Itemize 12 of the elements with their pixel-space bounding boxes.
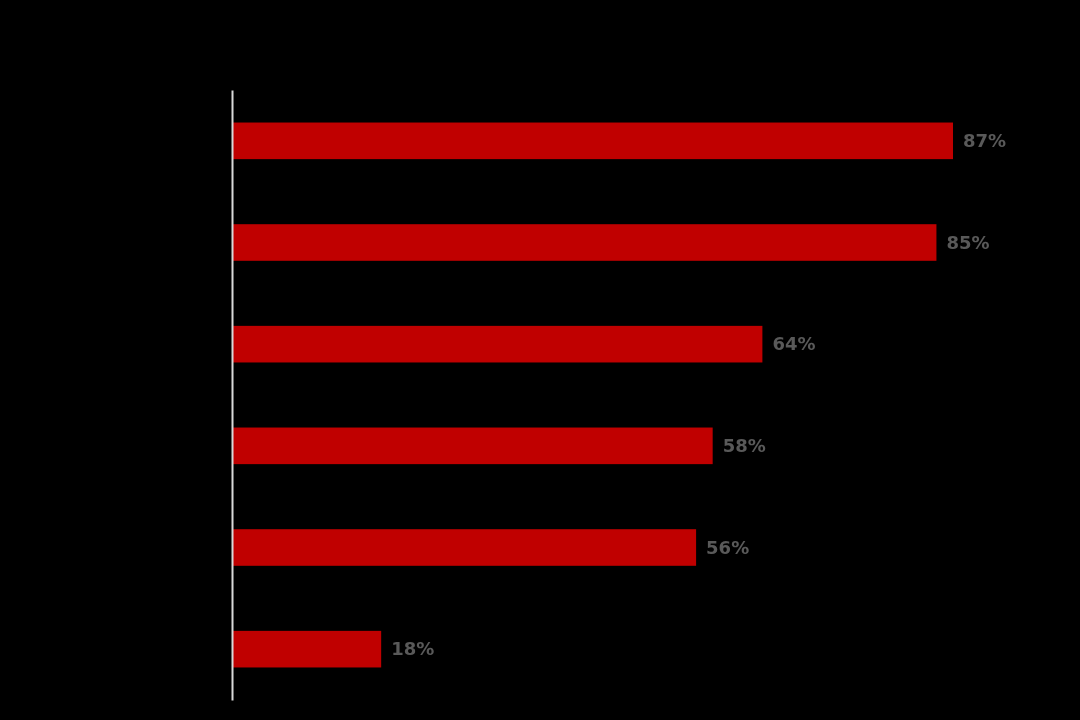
bar — [232, 325, 763, 363]
bar — [232, 122, 953, 160]
data-label: 85% — [946, 231, 990, 253]
data-label: 64% — [772, 333, 816, 355]
data-label: 58% — [722, 435, 766, 457]
bar — [232, 529, 697, 566]
bar — [232, 427, 713, 465]
data-label: 56% — [706, 536, 750, 558]
bar — [232, 630, 382, 668]
data-label: 87% — [963, 130, 1007, 152]
bar — [232, 224, 937, 261]
data-label: 18% — [391, 638, 435, 660]
